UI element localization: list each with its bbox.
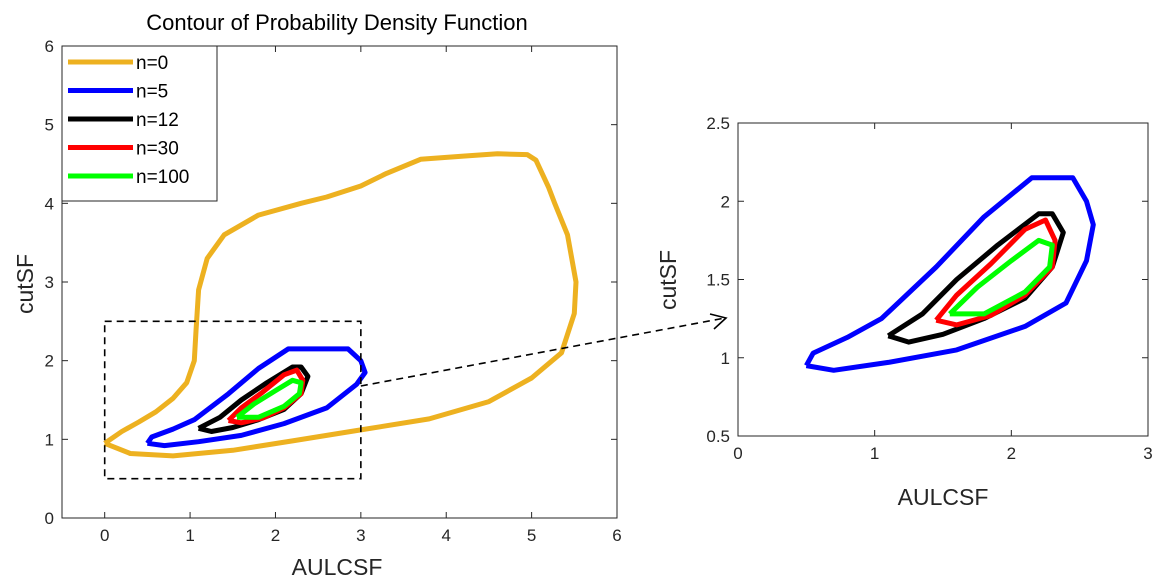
right-contour-series-1 [886,211,1066,345]
legend-label-n-5: n=5 [136,82,168,103]
legend-label-n-100: n=100 [136,167,189,188]
left-x-axis-label: AULCSF [292,554,383,580]
left-y-tick-label: 0 [45,509,54,528]
left-contour-n-5 [145,346,368,449]
left-plot-area [103,151,579,459]
right-x-tick-label: 3 [1143,444,1152,463]
legend-label-n-30: n=30 [136,139,179,160]
left-x-tick-label: 3 [356,526,365,545]
zoom-arrow-head [709,313,728,330]
legend-label-n-12: n=12 [136,110,179,131]
chart-title: Contour of Probability Density Function [146,10,528,35]
left-contour-n-12 [197,364,311,434]
left-y-tick-label: 4 [45,194,54,213]
right-axis-ticks: 0 1 2 3 0.5 1 1.5 2 2.5 [706,114,1152,463]
left-y-tick-label: 1 [45,430,54,449]
right-x-tick-label: 1 [870,444,879,463]
left-x-tick-label: 1 [185,526,194,545]
zoom-region-box [103,320,362,480]
left-contour-n-100 [235,377,304,420]
right-contour-series-3 [948,237,1055,317]
left-x-tick-label: 4 [441,526,450,545]
left-y-axis-label: cutSF [12,254,38,314]
left-contour-n-0 [103,151,579,459]
legend-label-n-0: n=0 [136,53,168,74]
right-y-tick-label: 1.5 [706,271,730,290]
left-y-tick-label: 2 [45,352,54,371]
right-axes-box [737,122,1149,437]
left-y-tick-label: 5 [45,116,54,135]
left-y-tick-label: 6 [45,37,54,56]
right-contour-series-2 [934,217,1058,328]
left-x-tick-label: 0 [100,526,109,545]
right-x-tick-label: 0 [733,444,742,463]
right-y-tick-label: 2.5 [706,114,730,133]
right-x-tick-label: 2 [1007,444,1016,463]
left-axis-ticks: 0 1 2 3 4 5 6 0 1 2 3 4 5 6 [45,37,622,545]
right-y-axis-label: cutSF [655,250,681,310]
legend: n=0 n=5 n=12 n=30 n=100 [61,45,218,202]
right-plot-area [804,175,1096,373]
right-x-axis-label: AULCSF [898,484,989,510]
zoom-arrow-line [360,317,726,387]
left-x-tick-label: 6 [612,526,621,545]
left-y-tick-label: 3 [45,273,54,292]
right-y-tick-label: 2 [721,192,730,211]
left-x-tick-label: 2 [271,526,280,545]
right-y-tick-label: 0.5 [706,427,730,446]
left-x-tick-label: 5 [527,526,536,545]
right-contour-series-0 [804,175,1096,373]
zoom-annotation [103,313,728,480]
right-y-tick-label: 1 [721,349,730,368]
